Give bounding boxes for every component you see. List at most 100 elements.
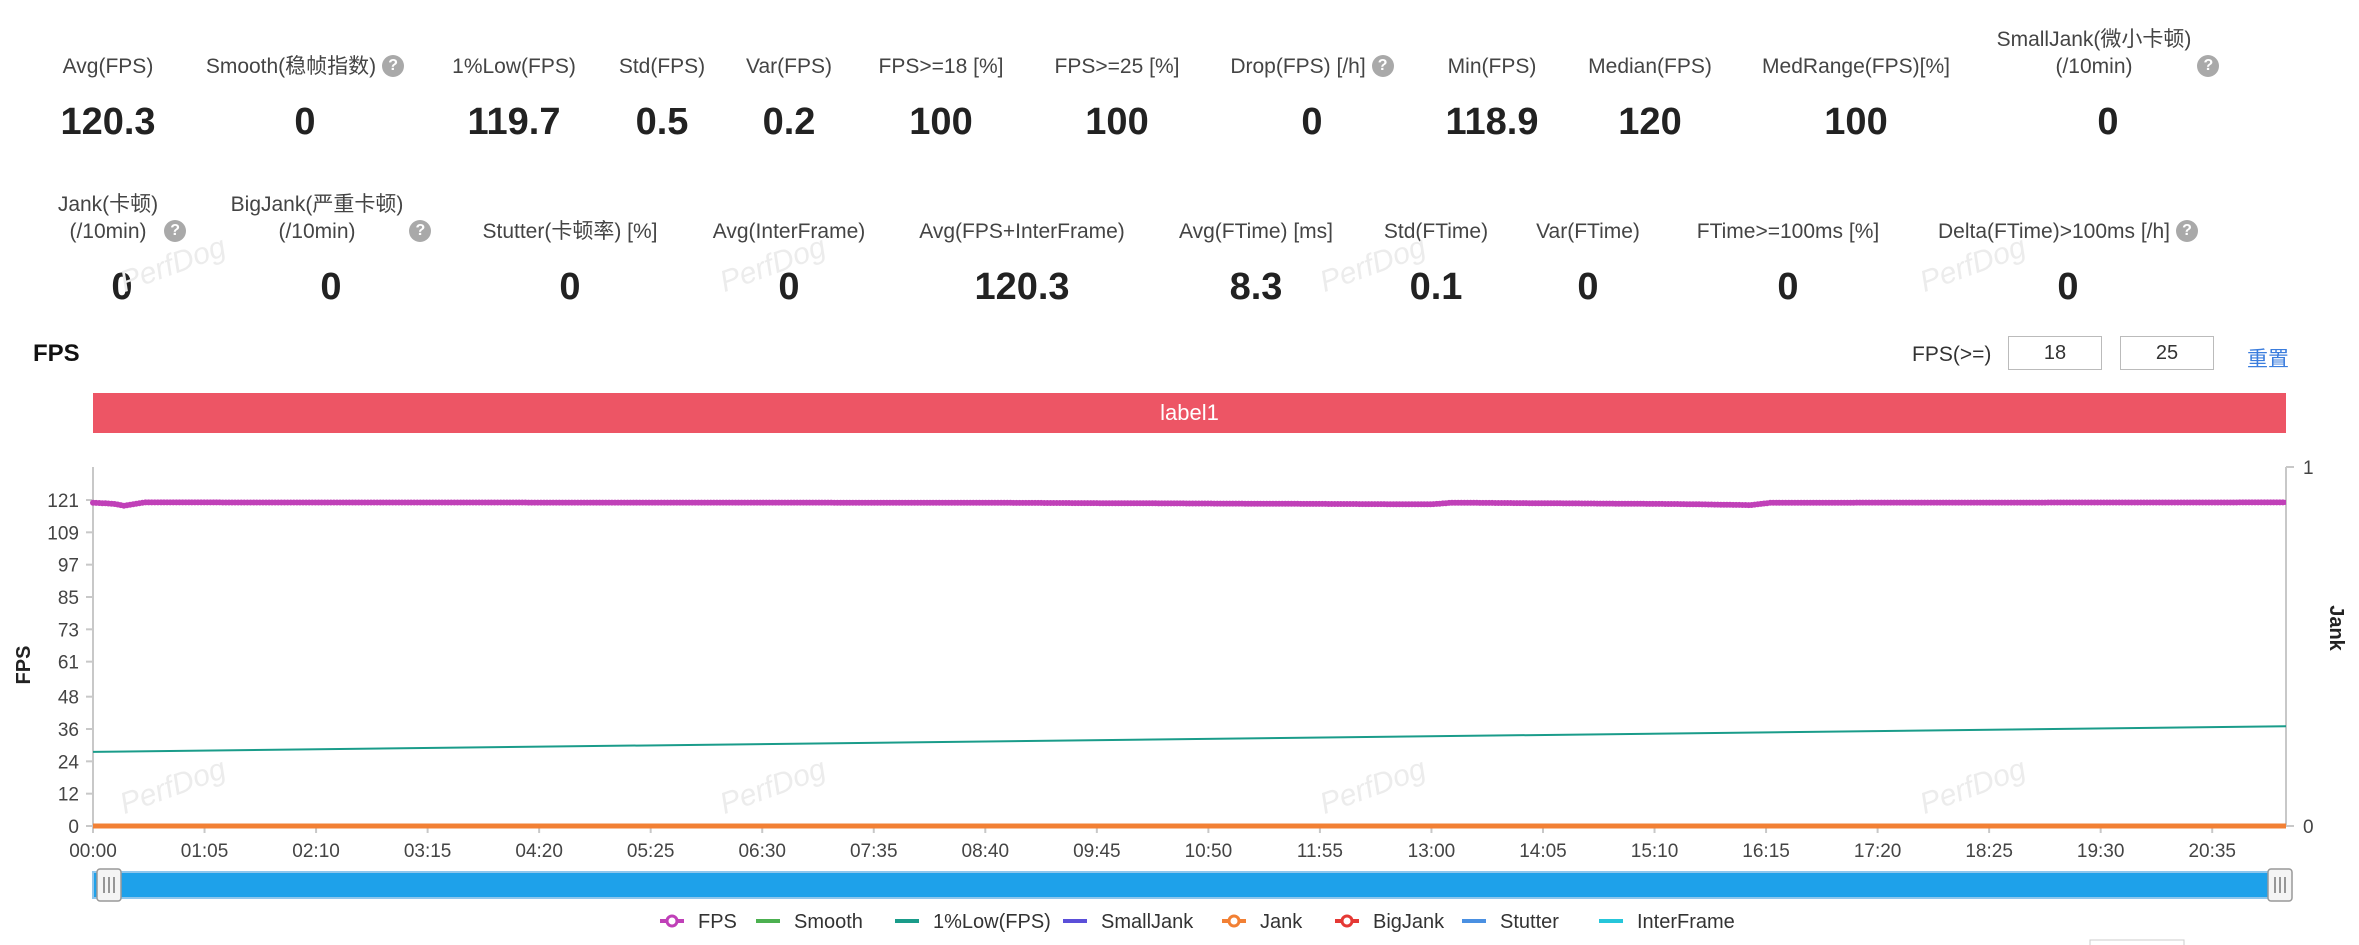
fps-threshold-label: FPS(>=) xyxy=(1912,343,1992,366)
help-icon[interactable]: ? xyxy=(164,220,187,242)
fps-point xyxy=(1896,499,1903,506)
fps-point xyxy=(1625,500,1632,507)
fps-point xyxy=(296,499,303,506)
stat-label-text: Smooth(稳帧指数) xyxy=(205,55,377,78)
fps-point xyxy=(1662,501,1669,507)
fps-point xyxy=(1059,500,1066,506)
fps-point xyxy=(1038,499,1045,506)
fps-point xyxy=(772,499,779,506)
stat-r2-1: BigJank(严重卡顿) (/10min)? 0 xyxy=(191,185,471,307)
fps-point xyxy=(1115,500,1122,507)
fps-point xyxy=(2076,499,2083,506)
label-bar[interactable]: label1 xyxy=(93,393,2286,433)
fps-point xyxy=(352,499,359,506)
fps-point xyxy=(933,499,940,506)
fps-point xyxy=(1881,499,1888,506)
fps-point xyxy=(1442,500,1449,507)
fps-point xyxy=(349,499,356,506)
fps-point xyxy=(602,499,609,506)
fps-point xyxy=(1776,499,1783,506)
stat-value: 100 xyxy=(909,101,973,143)
fps-point xyxy=(590,499,597,506)
fps-point xyxy=(1300,500,1307,507)
legend-marker xyxy=(1340,914,1354,928)
fps-point xyxy=(256,499,263,506)
fps-point xyxy=(1665,501,1672,507)
fps-point xyxy=(1344,501,1350,507)
fps-point xyxy=(324,499,331,506)
help-icon[interactable]: ? xyxy=(2176,220,2199,242)
stat-value: 0 xyxy=(1577,266,1599,308)
fps-point xyxy=(1708,501,1715,508)
help-icon[interactable]: ? xyxy=(409,220,432,242)
fps-point xyxy=(1680,501,1687,508)
fps-point xyxy=(766,499,773,506)
fps-point xyxy=(222,499,229,506)
fps-point xyxy=(1563,500,1570,507)
fps-point xyxy=(837,499,844,506)
fps-point xyxy=(386,499,393,506)
fps-point xyxy=(247,499,254,506)
watermark: PerfDog xyxy=(115,752,231,821)
fps-point xyxy=(201,499,208,506)
stat-label-text: Avg(FTime) [ms] xyxy=(1178,220,1333,243)
fps-point xyxy=(1622,500,1628,507)
stat-label-text: Delta(FTime)>100ms [/h] xyxy=(1937,220,2171,243)
fps-point xyxy=(2026,499,2033,506)
fps-point xyxy=(507,499,513,506)
stat-value: 0.1 xyxy=(1409,266,1463,308)
fps-point xyxy=(2178,499,2184,506)
range-handle-left[interactable] xyxy=(96,868,122,902)
fps-point xyxy=(2187,499,2194,506)
fps-point xyxy=(998,499,1005,506)
fps-point xyxy=(701,499,708,506)
fps-point xyxy=(1736,501,1743,508)
fps-point xyxy=(2168,499,2175,506)
fps-point xyxy=(1538,500,1545,507)
fps-point xyxy=(327,499,334,506)
fps-point xyxy=(2273,499,2280,506)
fps-point xyxy=(809,499,816,506)
stat-r2-8: FTime>=100ms [%] 0 xyxy=(1648,185,1928,307)
fps-point xyxy=(1124,500,1131,507)
fps-point xyxy=(411,499,418,506)
reset-link[interactable]: 重置 xyxy=(2247,348,2289,371)
x-tick-label: 08:40 xyxy=(962,841,1010,862)
stat-r1-2: 1%Low(FPS) 119.7 xyxy=(374,20,654,142)
fps-point xyxy=(1816,499,1823,506)
stat-label-text: BigJank(严重卡顿) (/10min) xyxy=(230,193,404,243)
help-icon[interactable]: ? xyxy=(2197,55,2220,77)
help-icon[interactable]: ? xyxy=(1371,55,1394,77)
stat-r1-0: Avg(FPS) 120.3 xyxy=(0,20,248,142)
fps-point xyxy=(148,499,155,506)
fps-point xyxy=(1201,500,1208,507)
fps-point xyxy=(99,500,106,507)
fps-point xyxy=(1016,499,1023,506)
stat-label-text: Drop(FPS) [/h] xyxy=(1230,55,1366,78)
fps-point xyxy=(136,500,143,507)
stat-label: 1%Low(FPS) xyxy=(374,20,654,80)
range-handle-right[interactable] xyxy=(2267,868,2293,902)
fps-point xyxy=(574,499,581,506)
fps-point xyxy=(744,499,751,506)
fps-point xyxy=(1025,499,1032,506)
fps-point xyxy=(639,499,646,506)
fps-point xyxy=(1733,501,1740,508)
fps-point xyxy=(1838,499,1845,506)
fps-point xyxy=(1782,499,1789,506)
x-tick-label: 05:25 xyxy=(627,841,675,862)
stat-label-text: Var(FTime) xyxy=(1536,220,1640,243)
fps-point xyxy=(664,499,671,506)
fps-point xyxy=(460,499,467,506)
fps-point xyxy=(636,499,643,506)
fps-threshold-input-2[interactable] xyxy=(2120,336,2214,370)
stat-r1-6: FPS>=25 [%] 100 xyxy=(977,20,1257,142)
fps-point xyxy=(815,499,822,506)
y-tick-label: 97 xyxy=(58,556,79,577)
fps-point xyxy=(1711,501,1718,508)
help-icon[interactable]: ? xyxy=(382,55,405,77)
fps-point xyxy=(1056,500,1063,506)
fps-point xyxy=(232,499,239,506)
fps-threshold-input-1[interactable] xyxy=(2008,336,2102,370)
fps-point xyxy=(1686,501,1693,508)
